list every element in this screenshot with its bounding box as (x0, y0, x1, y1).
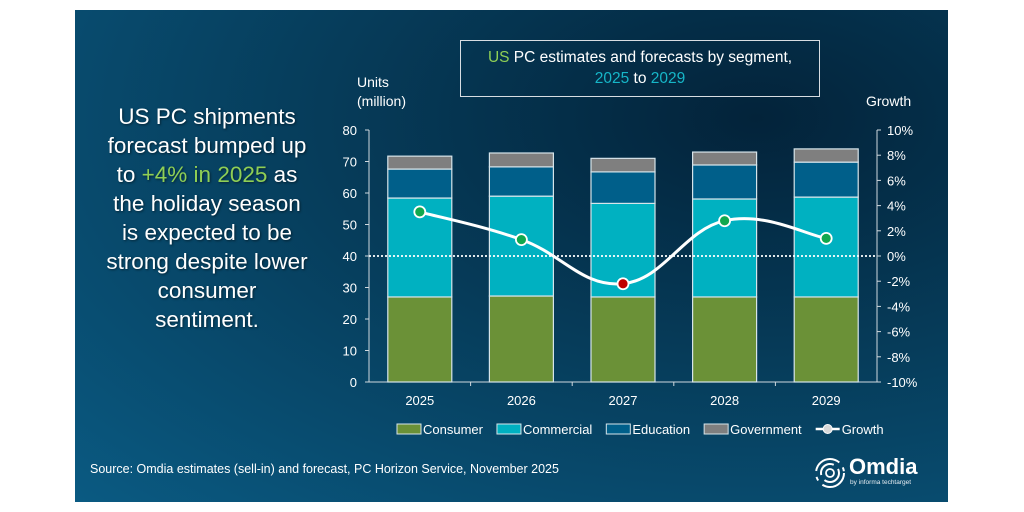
source-note: Source: Omdia estimates (sell-in) and fo… (90, 462, 559, 476)
bar-commercial (691, 198, 758, 298)
headline-line: strong despite lower (87, 247, 327, 276)
headline-text: consumer (157, 278, 257, 303)
logo-tagline: by informa techtarget (850, 479, 912, 486)
title-rest: PC estimates and forecasts by segment, (509, 49, 793, 66)
legend-label: Government (730, 422, 802, 437)
headline-line: sentiment. (87, 305, 327, 334)
y-tick-label: 80 (343, 123, 357, 138)
headline-text: the holiday season (113, 191, 301, 216)
legend-swatch-education (605, 423, 631, 435)
title-year-end: 2029 (650, 70, 686, 87)
bar-education (387, 168, 453, 199)
headline-text: as (267, 162, 298, 187)
y2-tick-label: 10% (887, 123, 913, 138)
bar-consumer (691, 296, 758, 383)
bar-government (793, 148, 859, 163)
headline-line: forecast bumped up (87, 131, 327, 160)
y2-tick-label: -10% (887, 375, 918, 390)
headline: US PC shipments forecast bumped up to +4% … (87, 102, 327, 334)
title-year-start: 2025 (594, 70, 630, 87)
y2-tick-label: 6% (887, 173, 906, 188)
chart-title-line-1: US PC estimates and forecasts by segment… (461, 47, 819, 68)
y-tick-label: 50 (343, 218, 357, 233)
chart-title-line-2: 2025 to 2029 (461, 68, 819, 89)
y2-tick-label: 2% (887, 224, 906, 239)
y2-tick-label: 0% (887, 249, 906, 264)
y-tick-label: 70 (343, 155, 357, 170)
y2-tick-label: 8% (887, 148, 906, 163)
legend-swatch-commercial (496, 423, 522, 435)
headline-text: is expected to be (121, 220, 293, 245)
y2-tick-label: -8% (887, 350, 911, 365)
x-tick-label: 2029 (812, 393, 841, 408)
headline-line: to +4% in 2025 as (87, 160, 327, 189)
headline-line: US PC shipments (87, 102, 327, 131)
growth-point (616, 277, 630, 291)
bar-commercial (488, 195, 554, 297)
headline-accent: +4% in 2025 (141, 162, 268, 187)
title-to: to (629, 70, 651, 87)
growth-point (718, 214, 731, 228)
x-tick-label: 2026 (507, 393, 536, 408)
bar-education (488, 166, 554, 197)
y2-tick-label: -2% (887, 274, 911, 289)
legend-label: Growth (842, 422, 884, 437)
bar-education (793, 161, 859, 198)
title-us: US (487, 49, 510, 66)
growth-point (819, 231, 833, 245)
x-tick-label: 2028 (710, 393, 739, 408)
headline-text: forecast bumped up (107, 133, 307, 158)
y-tick-label: 10 (343, 344, 357, 359)
legend-label: Education (632, 422, 690, 437)
logo-wordmark: Omdia (849, 454, 918, 479)
y2-tick-label: -6% (887, 325, 911, 340)
legend-growth-marker (822, 424, 833, 434)
bar-consumer (488, 295, 554, 383)
legend-swatch-consumer (396, 423, 422, 435)
bar-education (590, 171, 656, 204)
legend-label: Commercial (523, 422, 592, 437)
y2-axis-title: Growth (866, 93, 912, 109)
infographic-panel: US PC shipments forecast bumped up to +4% … (75, 10, 948, 502)
growth-point (413, 205, 427, 219)
bar-government (691, 151, 758, 166)
chart-svg: 0 10 20 30 40 50 60 70 80 -10% -8% -6% -4% -2% 0% 2% 4% 6… (343, 123, 918, 437)
legend-swatch-government (703, 423, 729, 435)
y-tick-label: 0 (350, 375, 357, 390)
y-tick-label: 30 (343, 281, 357, 296)
y-tick-label: 40 (343, 249, 357, 264)
y2-tick-label: 4% (887, 199, 906, 214)
headline-text: US PC shipments (118, 104, 296, 129)
y-tick-label: 20 (343, 312, 357, 327)
growth-point (514, 233, 528, 247)
y-axis-title: Units (million) (357, 73, 406, 111)
bar-consumer (793, 296, 859, 383)
headline-text: to (116, 162, 142, 187)
legend-label: Consumer (423, 422, 484, 437)
y-axis-title-line-2: (million) (357, 93, 406, 109)
chart-title-box: US PC estimates and forecasts by segment… (460, 40, 820, 97)
headline-line: the holiday season (87, 189, 327, 218)
y2-tick-label: -4% (887, 299, 911, 314)
headline-text: strong despite lower (106, 249, 308, 274)
headline-line: consumer (87, 276, 327, 305)
bar-government (488, 152, 554, 168)
x-tick-label: 2025 (405, 393, 434, 408)
bar-consumer (387, 296, 453, 383)
bar-government (590, 157, 656, 173)
y-axis-title-line-1: Units (357, 74, 389, 90)
omdia-logo-icon (815, 458, 845, 488)
y-tick-label: 60 (343, 186, 357, 201)
bar-commercial (793, 196, 859, 298)
x-tick-label: 2027 (609, 393, 638, 408)
omdia-logo: Omdia by informa techtarget (813, 454, 933, 492)
bar-government (387, 155, 453, 170)
headline-line: is expected to be (87, 218, 327, 247)
bar-consumer (590, 296, 656, 383)
bar-education (691, 164, 758, 200)
headline-text: sentiment. (155, 307, 259, 332)
